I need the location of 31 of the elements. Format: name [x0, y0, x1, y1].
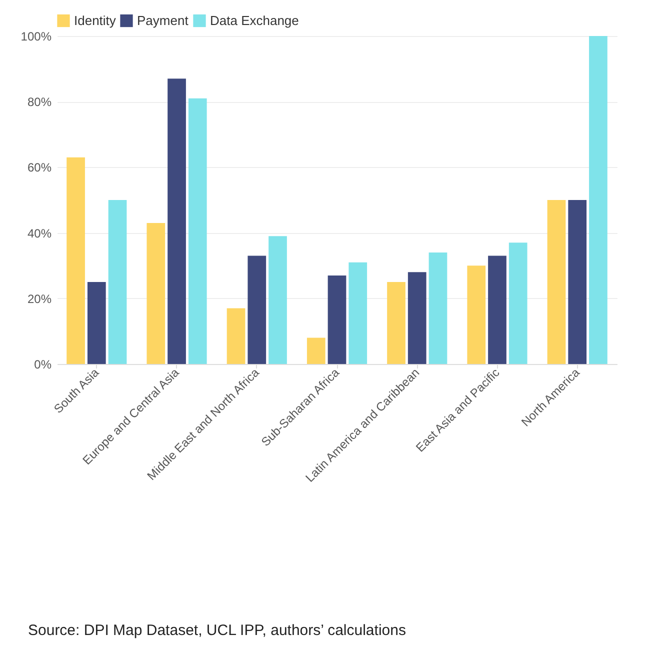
bar [188, 98, 207, 364]
y-tick-label: 60% [27, 160, 52, 175]
bar [387, 282, 406, 364]
bar [87, 282, 106, 364]
y-tick-label: 40% [27, 226, 52, 240]
y-tick-label: 100% [20, 30, 52, 44]
y-tick-label: 0% [34, 358, 52, 372]
y-tick-label: 20% [27, 292, 52, 306]
bar [348, 262, 368, 364]
bar [408, 272, 426, 364]
bar [547, 200, 566, 364]
legend-label: Identity [74, 12, 116, 28]
bar [146, 222, 166, 364]
bar [66, 157, 85, 364]
bar [568, 200, 587, 364]
bar [248, 256, 266, 364]
bar [268, 236, 287, 364]
legend-label: Data Exchange [210, 12, 299, 28]
bar [428, 252, 448, 364]
legend-label: Payment [137, 12, 189, 28]
bar [168, 78, 186, 364]
bar [226, 308, 246, 364]
bar [108, 200, 127, 364]
bar [306, 338, 326, 364]
source-note: Source: DPI Map Dataset, UCL IPP, authors’ calculations [28, 622, 406, 639]
bar [508, 242, 528, 364]
bar [467, 266, 486, 364]
bar [328, 275, 346, 364]
bar [488, 256, 506, 364]
y-tick-label: 80% [27, 95, 52, 110]
bar [589, 36, 608, 364]
